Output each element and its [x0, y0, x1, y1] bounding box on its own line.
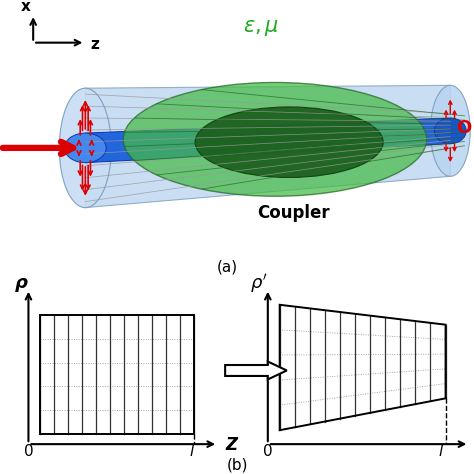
Text: $l$: $l$ [438, 443, 444, 459]
Polygon shape [85, 85, 450, 208]
Text: (b): (b) [226, 457, 248, 472]
Polygon shape [85, 118, 450, 163]
Ellipse shape [430, 85, 470, 176]
Ellipse shape [64, 133, 106, 163]
FancyArrow shape [225, 362, 287, 379]
Text: $\mathbf{x}$: $\mathbf{x}$ [20, 0, 32, 14]
Text: 0: 0 [263, 444, 273, 459]
Ellipse shape [434, 118, 466, 144]
Ellipse shape [123, 82, 427, 196]
Text: $\varepsilon,\mu$: $\varepsilon,\mu$ [243, 18, 279, 38]
Text: $\boldsymbol{Z}$: $\boldsymbol{Z}$ [225, 436, 240, 454]
Text: 0: 0 [24, 444, 33, 459]
Text: Coupler: Coupler [257, 204, 330, 222]
Text: $\boldsymbol{\rho}$: $\boldsymbol{\rho}$ [14, 276, 28, 294]
Text: $l$: $l$ [189, 443, 195, 459]
Text: $\mathbf{z}$: $\mathbf{z}$ [90, 36, 100, 52]
Text: O: O [456, 119, 471, 137]
Text: $\boldsymbol{\rho'}$: $\boldsymbol{\rho'}$ [249, 273, 267, 295]
Ellipse shape [195, 107, 383, 177]
Text: (a): (a) [217, 260, 238, 275]
Ellipse shape [59, 88, 111, 208]
